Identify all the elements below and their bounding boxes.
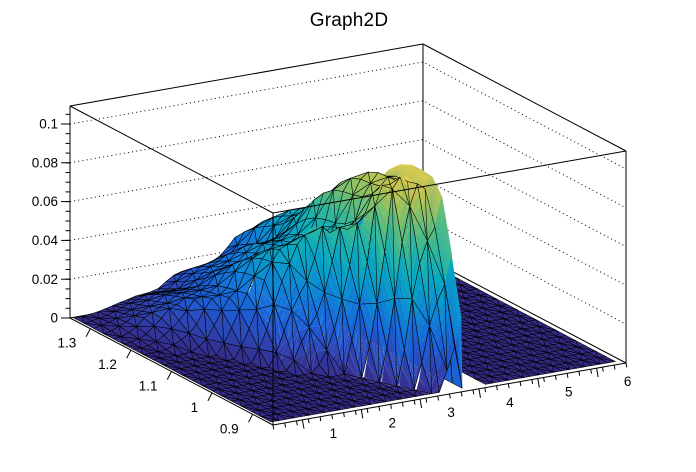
y-axis-label: 0.9 [220,421,239,436]
x-axis-label: 5 [565,385,573,400]
z-axis: 0 0.02 0.04 0.06 0.08 0.1 [32,106,71,326]
surface-mesh [73,164,616,423]
x-axis-label: 1 [330,426,338,441]
z-axis-label: 0.04 [32,233,59,248]
x-axis-label: 2 [389,416,397,431]
y-axis-label: 1.3 [58,336,77,351]
z-axis-label: 0.02 [32,272,58,287]
z-axis-label: 0.06 [32,194,58,209]
y-axis-label: 1.2 [98,357,117,372]
x-axis: 1 2 3 4 5 6 [272,362,632,441]
x-axis-label: 3 [447,405,455,420]
y-axis-label: 1 [191,400,199,415]
front-frame [69,105,627,425]
x-axis-label: 6 [624,374,632,389]
z-axis-label: 0.1 [39,117,58,132]
y-axis: 0.9 1 1.1 1.2 1.3 [58,317,274,436]
z-axis-label: 0.08 [32,155,58,170]
plot-title: Graph2D [310,10,389,31]
y-axis-label: 1.1 [139,379,158,394]
z-axis-label: 0 [50,311,58,326]
x-axis-label: 4 [506,395,514,410]
